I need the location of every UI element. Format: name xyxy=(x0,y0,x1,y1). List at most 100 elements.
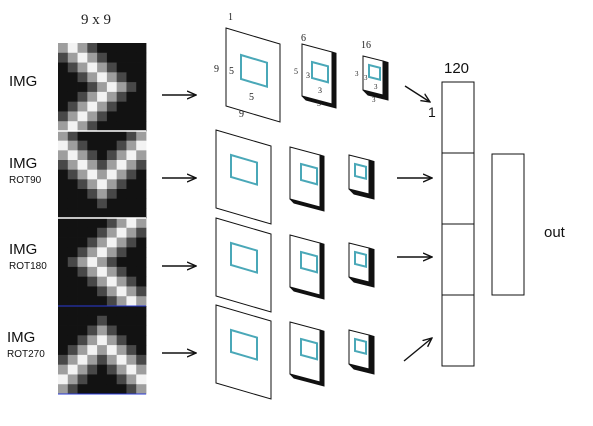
pixel xyxy=(77,384,88,395)
pixel xyxy=(106,198,118,209)
pixel xyxy=(116,227,127,238)
pixel xyxy=(106,335,118,346)
pixel xyxy=(97,150,108,161)
pixel xyxy=(106,257,118,268)
pixel xyxy=(97,131,108,142)
pixel xyxy=(136,62,147,73)
fc-layer: 120 1 xyxy=(428,60,475,367)
pixel xyxy=(77,315,88,326)
pixel xyxy=(136,111,147,122)
pixel xyxy=(67,286,78,297)
pixel xyxy=(67,179,78,190)
pixel xyxy=(67,101,78,112)
pixel xyxy=(67,266,78,278)
pixel xyxy=(126,121,137,132)
conv1-depth-label: 6 xyxy=(301,33,306,44)
pixel xyxy=(77,150,88,161)
pixel xyxy=(126,247,137,258)
fc-width-label: 120 xyxy=(444,60,469,77)
pixel xyxy=(87,384,98,395)
pixel xyxy=(126,140,137,151)
conv1-layer-row-4-face xyxy=(289,321,321,383)
conv1-layer-row-3 xyxy=(289,234,325,300)
conv1-layer-row-3-face xyxy=(289,234,321,296)
conv2-layer-row-2 xyxy=(348,154,375,200)
pixel xyxy=(136,121,147,132)
pixel xyxy=(67,131,78,142)
row-4-img-label: IMG xyxy=(7,329,35,346)
pixel xyxy=(67,296,78,307)
pixel xyxy=(58,276,69,287)
pixel xyxy=(67,140,78,151)
pixel xyxy=(77,335,88,346)
input-layer-row-1-kernel xyxy=(240,53,268,89)
pixel xyxy=(126,179,137,190)
input-layer-row-3-kernel xyxy=(230,241,258,274)
pixel xyxy=(67,160,78,171)
pixel xyxy=(136,91,147,103)
input-arrows xyxy=(162,95,196,353)
pixel xyxy=(58,266,69,278)
pixel xyxy=(97,121,108,132)
pixel xyxy=(126,43,137,54)
pixel xyxy=(136,150,147,161)
pixel xyxy=(58,179,69,190)
pixel xyxy=(106,121,118,132)
pixel xyxy=(67,276,78,287)
pixel xyxy=(116,374,127,385)
pixel xyxy=(87,72,98,83)
pixel xyxy=(136,374,147,385)
pixel xyxy=(67,315,78,326)
input-size-left-label: 9 xyxy=(214,64,219,75)
pixel xyxy=(106,82,118,93)
pixel xyxy=(58,345,69,356)
pixel xyxy=(58,169,69,180)
pixel xyxy=(126,62,137,73)
pixel xyxy=(116,52,127,63)
pixel xyxy=(58,198,69,209)
pixel xyxy=(116,91,127,103)
pixel xyxy=(67,325,78,336)
pixel xyxy=(126,91,137,103)
pixel xyxy=(126,198,137,209)
pixel xyxy=(126,227,137,238)
pixel xyxy=(126,306,137,317)
pixel xyxy=(116,306,127,317)
pixel xyxy=(116,335,127,346)
pixel xyxy=(77,131,88,142)
pixel xyxy=(136,306,147,317)
pixel xyxy=(136,101,147,112)
pixel xyxy=(106,131,118,142)
pixel xyxy=(97,160,108,171)
pixel xyxy=(67,247,78,258)
pixel xyxy=(97,384,108,395)
pixel xyxy=(106,286,118,297)
pixel xyxy=(116,150,127,161)
conv2-layer-row-3 xyxy=(348,242,375,288)
output-box xyxy=(491,153,525,296)
row-3-rot-label: ROT180 xyxy=(9,261,47,272)
pixel xyxy=(77,266,88,278)
pixel xyxy=(87,247,98,258)
pixel xyxy=(126,72,137,83)
pixel xyxy=(77,345,88,356)
pixel xyxy=(136,160,147,171)
input-layer-row-2-face xyxy=(215,129,272,225)
pixel xyxy=(106,354,118,366)
pixel xyxy=(106,345,118,356)
pixel xyxy=(116,286,127,297)
pixel xyxy=(136,257,147,268)
output-label: out xyxy=(544,224,566,241)
fc-arrow-row-4 xyxy=(403,338,432,362)
pixel xyxy=(116,72,127,83)
pixel xyxy=(77,208,88,219)
pixel xyxy=(106,227,118,238)
pixel xyxy=(136,131,147,142)
pixel xyxy=(106,384,118,395)
pixel xyxy=(116,140,127,151)
pixel xyxy=(116,266,127,278)
conv1-layer-row-2-kernel xyxy=(300,162,318,186)
pixel xyxy=(97,91,108,103)
conv-layers xyxy=(215,27,389,400)
